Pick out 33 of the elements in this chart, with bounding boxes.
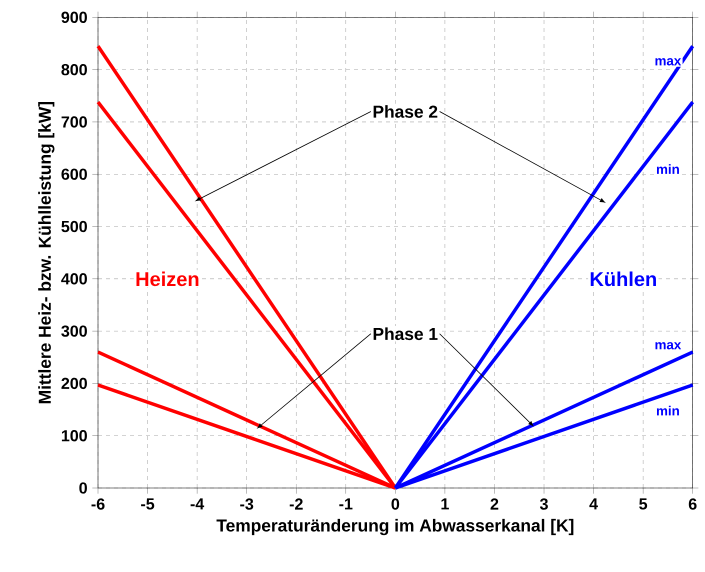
x-tick-label: -5 xyxy=(141,498,154,510)
x-tick-label: 1 xyxy=(441,498,449,510)
x-tick-label: 3 xyxy=(540,498,548,510)
y-tick-label: 300 xyxy=(61,325,87,337)
x-tick-label: 5 xyxy=(639,498,648,510)
x-tick-label: 4 xyxy=(589,498,598,510)
x-tick-label: -6 xyxy=(92,498,105,510)
annotation: min xyxy=(656,164,679,174)
y-tick-label: 800 xyxy=(61,64,87,76)
annotation: min xyxy=(656,406,679,416)
y-tick-label: 900 xyxy=(61,12,87,23)
x-tick-label: 6 xyxy=(688,498,697,510)
annotation: max xyxy=(655,58,682,66)
y-tick-label: 700 xyxy=(62,116,87,128)
y-tick-label: 500 xyxy=(61,220,87,232)
y-tick-label: 100 xyxy=(62,430,87,442)
x-tick-label: 2 xyxy=(490,498,498,510)
y-axis-title: Mittlere Heiz- bzw. Kühlleistung [kW] xyxy=(38,102,54,404)
annotation: Kühlen xyxy=(590,271,656,286)
annotation: Phase 2 xyxy=(374,105,438,118)
y-tick-label: 200 xyxy=(61,378,87,390)
annotation: max xyxy=(655,342,682,350)
x-axis-title: Temperaturänderung im Abwasserkanal [K] xyxy=(216,518,574,536)
x-tick-label: -3 xyxy=(240,498,254,510)
y-tick-label: 0 xyxy=(79,482,87,494)
x-tick-label: -4 xyxy=(190,498,204,510)
annotation: Phase 1 xyxy=(374,327,438,340)
x-tick-label: 0 xyxy=(392,498,400,510)
y-tick-label: 600 xyxy=(61,168,87,180)
y-tick-label: 400 xyxy=(61,273,87,284)
annotation: Heizen xyxy=(136,271,198,286)
x-tick-label: -2 xyxy=(290,498,303,510)
x-tick-label: -1 xyxy=(339,498,352,510)
